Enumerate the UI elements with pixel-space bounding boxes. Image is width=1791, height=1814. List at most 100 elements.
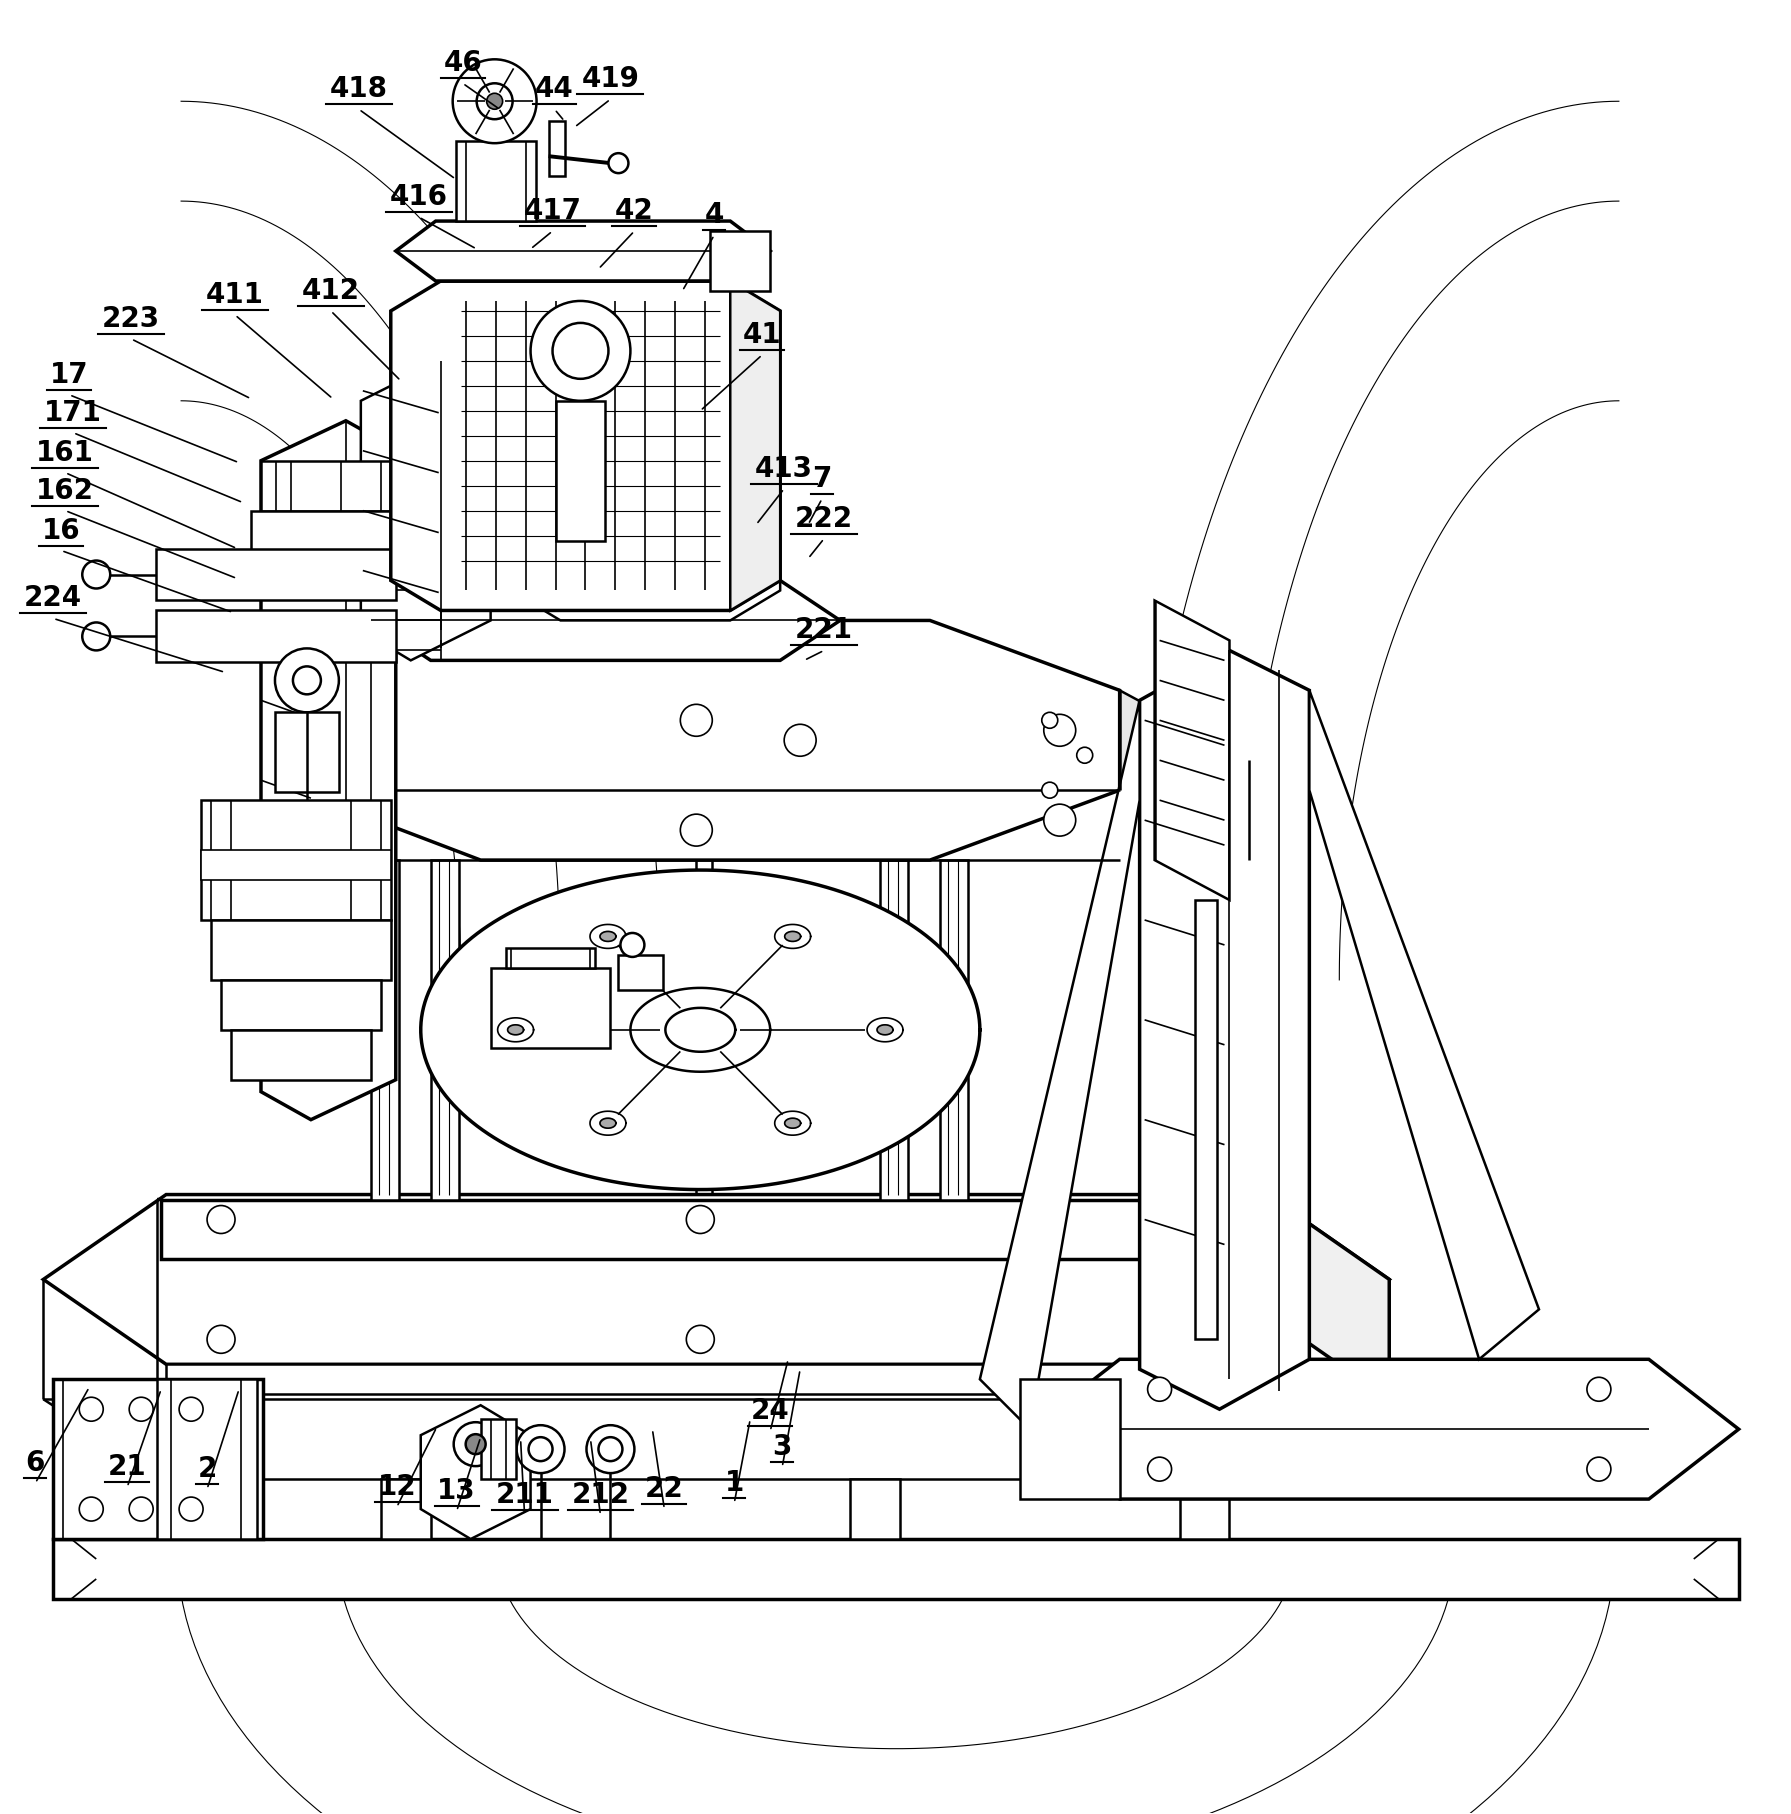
Text: 16: 16 [41, 517, 81, 544]
Text: 162: 162 [36, 477, 95, 504]
Text: 418: 418 [330, 74, 389, 103]
Polygon shape [1030, 1359, 1739, 1498]
Polygon shape [54, 1379, 263, 1538]
Text: 171: 171 [45, 399, 102, 426]
Bar [156, 611, 396, 662]
Polygon shape [784, 931, 801, 941]
Polygon shape [421, 871, 980, 1190]
Text: 211: 211 [496, 1480, 553, 1509]
Circle shape [346, 715, 376, 746]
Polygon shape [600, 1117, 616, 1128]
Bar [371, 860, 399, 1199]
Polygon shape [776, 925, 811, 949]
Circle shape [453, 60, 537, 143]
Text: 212: 212 [571, 1480, 629, 1509]
Polygon shape [1309, 691, 1538, 1359]
Text: 224: 224 [25, 584, 82, 613]
Circle shape [553, 323, 609, 379]
Circle shape [530, 301, 630, 401]
Polygon shape [158, 1199, 1349, 1315]
Circle shape [276, 648, 338, 713]
Text: 42: 42 [614, 198, 654, 225]
Polygon shape [784, 1117, 801, 1128]
Bar [276, 713, 338, 793]
Circle shape [586, 1426, 634, 1473]
Text: 221: 221 [795, 617, 853, 644]
Circle shape [1587, 1377, 1610, 1400]
Circle shape [609, 152, 629, 172]
Polygon shape [666, 1009, 736, 1052]
Bar [555, 401, 605, 541]
Polygon shape [1268, 1195, 1390, 1399]
Circle shape [79, 1397, 104, 1420]
Polygon shape [161, 1199, 1268, 1259]
Text: 417: 417 [523, 198, 582, 225]
Circle shape [686, 1326, 715, 1353]
Circle shape [1076, 747, 1093, 764]
Text: 223: 223 [102, 305, 159, 334]
Circle shape [129, 1397, 154, 1420]
Bar [1019, 1379, 1119, 1498]
Polygon shape [43, 1195, 1390, 1364]
Polygon shape [1139, 651, 1309, 1409]
Polygon shape [507, 1025, 523, 1034]
Circle shape [528, 1437, 553, 1460]
Bar [940, 860, 967, 1199]
Circle shape [1044, 804, 1076, 836]
Circle shape [681, 814, 713, 845]
Bar [1180, 1478, 1229, 1538]
Circle shape [1587, 1457, 1610, 1480]
Polygon shape [371, 580, 840, 660]
Circle shape [476, 83, 512, 120]
Bar [505, 949, 595, 969]
Circle shape [1205, 1206, 1234, 1234]
Text: 161: 161 [36, 439, 95, 466]
Text: 412: 412 [303, 278, 360, 305]
Circle shape [208, 1326, 235, 1353]
Text: 17: 17 [50, 361, 88, 388]
Bar [261, 461, 396, 510]
Text: 41: 41 [743, 321, 781, 348]
Circle shape [516, 1426, 564, 1473]
Circle shape [208, 1206, 235, 1234]
Circle shape [686, 1206, 715, 1234]
Bar [201, 851, 390, 880]
Polygon shape [297, 620, 1119, 860]
Polygon shape [167, 1364, 1268, 1478]
Text: 222: 222 [795, 504, 853, 533]
Circle shape [79, 1497, 104, 1522]
Text: 7: 7 [813, 464, 831, 493]
Circle shape [82, 622, 111, 651]
Polygon shape [867, 1018, 903, 1041]
Polygon shape [360, 361, 491, 660]
Circle shape [1042, 713, 1058, 727]
Polygon shape [776, 1112, 811, 1136]
Polygon shape [1155, 600, 1229, 900]
Circle shape [294, 666, 321, 695]
Text: 24: 24 [750, 1397, 790, 1426]
Bar [879, 860, 908, 1199]
Polygon shape [980, 700, 1139, 1429]
Text: 411: 411 [206, 281, 263, 308]
Circle shape [681, 704, 713, 736]
Circle shape [179, 1497, 202, 1522]
Circle shape [1044, 715, 1076, 746]
Circle shape [179, 1397, 202, 1420]
Circle shape [82, 561, 111, 588]
Polygon shape [630, 989, 770, 1072]
Bar [455, 141, 536, 221]
Circle shape [487, 93, 503, 109]
Polygon shape [54, 1538, 1739, 1598]
Bar [220, 980, 381, 1030]
Polygon shape [261, 421, 396, 1119]
Polygon shape [589, 1112, 625, 1136]
Circle shape [598, 1437, 623, 1460]
Bar [211, 920, 390, 980]
Bar [548, 122, 564, 176]
Text: 13: 13 [437, 1477, 476, 1506]
Bar [201, 800, 390, 920]
Circle shape [346, 804, 376, 836]
Text: 416: 416 [390, 183, 448, 210]
Text: 46: 46 [444, 49, 482, 78]
Polygon shape [878, 1025, 894, 1034]
